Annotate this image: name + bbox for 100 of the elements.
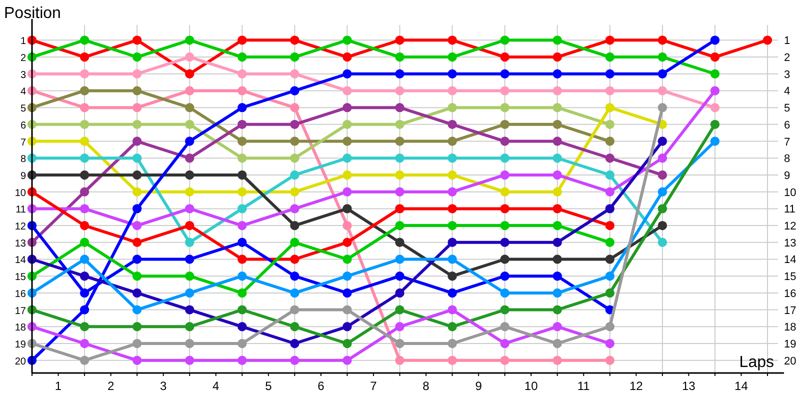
point [290, 322, 300, 332]
point [605, 36, 614, 45]
point [80, 86, 90, 96]
point [552, 170, 562, 180]
point [552, 254, 562, 264]
point [710, 136, 720, 146]
point [238, 52, 247, 62]
point [395, 136, 404, 146]
point [500, 322, 510, 332]
point [132, 36, 142, 45]
point [290, 69, 300, 78]
point [290, 120, 300, 130]
x-tick-label: 13 [682, 379, 696, 393]
point [132, 204, 142, 214]
point [185, 120, 194, 130]
x-tick-label: 10 [524, 379, 538, 393]
y-tick-label: 10 [14, 188, 26, 199]
point [552, 356, 562, 365]
point [238, 254, 247, 264]
point [185, 338, 194, 348]
y2-tick-label: 10 [784, 186, 796, 199]
point [395, 102, 404, 112]
point [395, 120, 404, 130]
point [238, 170, 247, 180]
point [605, 272, 614, 281]
point [395, 305, 404, 314]
point [80, 238, 90, 247]
point [552, 288, 562, 298]
point [185, 356, 194, 365]
point [605, 120, 614, 130]
point [552, 120, 562, 130]
point [658, 36, 668, 45]
point [342, 69, 352, 78]
point [185, 187, 194, 196]
point [80, 170, 90, 180]
point [342, 204, 352, 214]
point [448, 154, 457, 163]
point [448, 272, 457, 281]
point [132, 305, 142, 314]
point [185, 204, 194, 214]
point [500, 204, 510, 214]
point [448, 170, 457, 180]
point [710, 69, 720, 78]
point [132, 356, 142, 365]
point [605, 154, 614, 163]
y-tick-label: 9 [20, 170, 26, 182]
y2-tick-label: 15 [784, 271, 796, 284]
y2-tick-label: 8 [784, 153, 790, 166]
point [658, 187, 668, 196]
point [185, 102, 194, 112]
point [238, 220, 247, 230]
y2-tick-label: 14 [784, 254, 796, 266]
point [500, 52, 510, 62]
y-tick-label: 6 [20, 120, 26, 132]
point [448, 52, 457, 62]
point [552, 86, 562, 96]
point [238, 86, 247, 96]
point [500, 187, 510, 196]
point [658, 238, 668, 247]
point [132, 170, 142, 180]
point [132, 238, 142, 247]
point [605, 254, 614, 264]
point [658, 136, 668, 146]
x-tick-label: 9 [475, 379, 482, 393]
point [132, 102, 142, 112]
point [395, 204, 404, 214]
point [342, 254, 352, 264]
point [395, 288, 404, 298]
point [395, 187, 404, 196]
point [290, 36, 300, 45]
y-tick-label: 13 [14, 238, 26, 250]
point [80, 102, 90, 112]
y-tick-label: 11 [16, 204, 26, 216]
point [238, 305, 247, 314]
point [500, 356, 510, 365]
point [448, 356, 457, 365]
point [290, 238, 300, 247]
y2-tick-label: 18 [784, 322, 796, 334]
point [395, 86, 404, 96]
point [290, 102, 300, 112]
point [342, 36, 352, 45]
point [500, 69, 510, 78]
x-tick-label: 12 [629, 379, 644, 393]
point [395, 52, 404, 62]
point [552, 338, 562, 348]
x-tick-label: 2 [107, 379, 114, 393]
point [552, 154, 562, 163]
y-tick-label: 8 [20, 154, 26, 166]
point [552, 238, 562, 247]
x-tick-label: 11 [577, 379, 590, 393]
point [500, 102, 510, 112]
point [342, 187, 352, 196]
point [500, 170, 510, 180]
y-tick-label: 3 [20, 70, 26, 81]
point [342, 288, 352, 298]
point [185, 272, 194, 281]
point [80, 69, 90, 78]
point [395, 69, 404, 78]
point [500, 254, 510, 264]
point [238, 102, 247, 112]
